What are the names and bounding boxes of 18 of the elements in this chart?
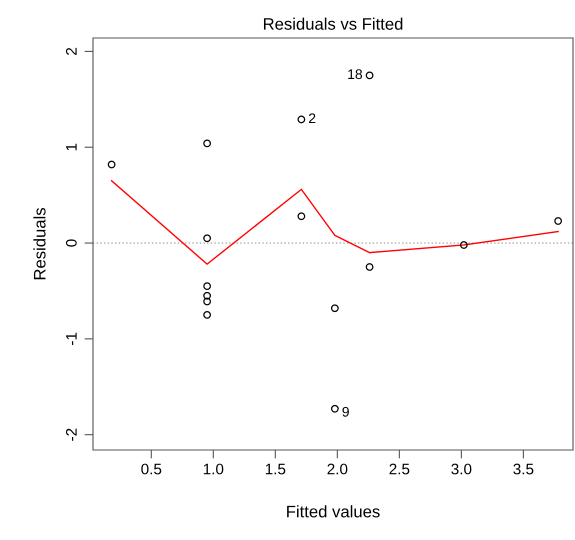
x-tick-label: 0.5 <box>141 464 162 474</box>
annotation: 2 <box>309 113 316 124</box>
x-axis-title: Fitted values <box>287 505 380 518</box>
y-tick-label: 2 <box>66 48 77 55</box>
annotation: 18 <box>348 69 362 80</box>
y-tick-label: -1 <box>66 332 77 345</box>
y-tick-label: -2 <box>66 428 77 441</box>
x-tick-label: 3.0 <box>451 464 472 474</box>
y-tick-label: 0 <box>66 239 77 247</box>
chart-title: Residuals vs Fitted <box>264 18 402 30</box>
x-tick-label: 3.5 <box>513 464 534 474</box>
annotation: 9 <box>342 406 349 417</box>
x-tick-label: 2.5 <box>390 464 410 474</box>
x-tick-label: 1.5 <box>266 464 286 474</box>
y-tick-label: 1 <box>66 144 77 150</box>
x-tick-label: 2.0 <box>327 464 348 474</box>
y-axis-title: Residuals <box>33 208 46 280</box>
x-tick-label: 1.0 <box>204 464 224 474</box>
